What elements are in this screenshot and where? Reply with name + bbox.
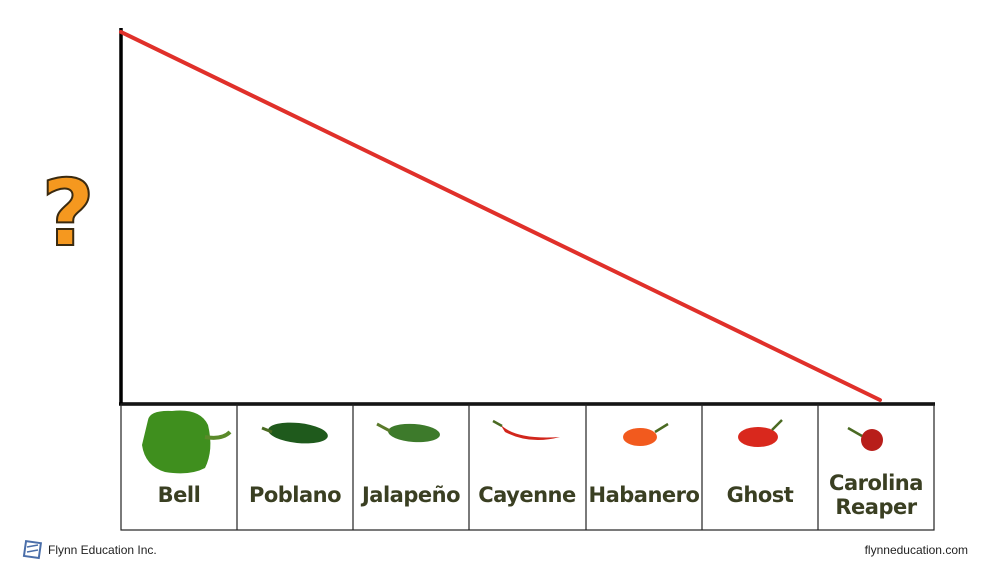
category-table: [120, 403, 935, 531]
footer-left: Flynn Education Inc.: [48, 543, 157, 557]
logo: [22, 539, 43, 560]
pepper-images: [142, 410, 883, 474]
y-label: ?: [40, 159, 95, 268]
category-label: Carolina Reaper: [829, 471, 923, 519]
footer-right: flynneducation.com: [864, 543, 968, 557]
trend-line: [119, 30, 882, 402]
category-label: Cayenne: [478, 483, 576, 507]
category-label: Ghost: [726, 483, 794, 507]
category-label: Habanero: [588, 483, 700, 507]
category-label: Jalapeño: [361, 483, 461, 507]
category-label: Bell: [157, 483, 201, 507]
category-label: Poblano: [248, 483, 342, 507]
